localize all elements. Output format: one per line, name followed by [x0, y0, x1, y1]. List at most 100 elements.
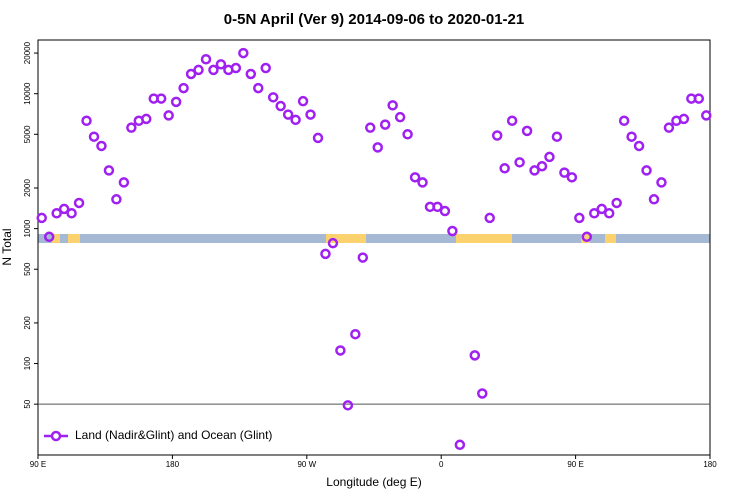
data-point [566, 172, 578, 183]
legend-swatch-marker [50, 430, 62, 442]
data-point [439, 205, 451, 217]
data-point [432, 201, 443, 213]
data-point [81, 115, 92, 127]
data-point [275, 100, 286, 112]
data-point [641, 165, 652, 176]
data-point [320, 248, 331, 260]
data-point [499, 163, 510, 174]
data-point [589, 207, 600, 219]
plot-frame [37, 39, 711, 456]
data-point [327, 237, 339, 249]
data-point [581, 231, 593, 243]
data-point [678, 113, 690, 125]
data-point [267, 92, 279, 103]
data-point [66, 207, 77, 219]
y-tick-label: 20000 [23, 41, 32, 64]
data-point [193, 64, 204, 76]
data-point [342, 400, 354, 411]
y-tick-label: 500 [23, 262, 32, 276]
data-point [633, 140, 645, 152]
data-point [596, 203, 607, 215]
data-point [477, 388, 488, 399]
data-point [379, 119, 391, 130]
data-point [111, 194, 122, 205]
data-point [693, 93, 705, 104]
y-tick-label: 2000 [23, 179, 32, 197]
data-point [118, 177, 130, 188]
data-point [103, 165, 115, 176]
data-point [372, 142, 383, 153]
data-point [365, 122, 376, 133]
surface-band [38, 234, 710, 243]
x-tick-label: 90 E [567, 460, 583, 469]
data-point [238, 47, 249, 59]
y-tick-label: 10000 [23, 82, 32, 105]
data-point [551, 131, 563, 142]
data-point [178, 82, 189, 94]
data-point [394, 111, 406, 123]
data-point [514, 157, 525, 168]
data-point [141, 113, 152, 125]
data-point [559, 167, 570, 178]
x-tick-label: 180 [166, 460, 180, 469]
data-point [536, 160, 548, 172]
data-point [417, 177, 428, 188]
data-point [402, 129, 413, 140]
data-point [58, 203, 70, 215]
data-point [43, 231, 55, 243]
data-point [350, 328, 361, 340]
data-point [544, 151, 555, 163]
x-tick-label: 90 E [30, 460, 46, 469]
data-point [96, 140, 107, 152]
data-point [185, 68, 197, 80]
y-tick-label: 200 [23, 316, 32, 330]
data-point [529, 165, 540, 176]
data-point [447, 225, 458, 237]
data-point [170, 96, 182, 108]
data-point [297, 95, 309, 107]
chart-title: 0-5N April (Ver 9) 2014-09-06 to 2020-01… [224, 11, 524, 28]
data-point [357, 252, 369, 263]
x-axis-label: Longitude (deg E) [326, 475, 421, 489]
x-tick-label: 90 W [297, 460, 316, 469]
legend-label: Land (Nadir&Glint) and Ocean (Glint) [75, 428, 272, 442]
data-point [245, 68, 257, 80]
data-point [163, 110, 174, 121]
data-point [312, 132, 324, 144]
data-point [663, 122, 675, 133]
data-point [73, 197, 85, 209]
data-point [484, 212, 495, 224]
data-point [506, 115, 518, 127]
data-point [260, 62, 271, 74]
data-point [36, 212, 47, 224]
y-tick-label: 50 [23, 399, 32, 408]
data-point [155, 93, 167, 104]
data-point [409, 172, 421, 183]
data-point [603, 207, 615, 219]
data-point [656, 177, 667, 188]
data-point [51, 207, 62, 219]
x-tick-label: 180 [703, 460, 717, 469]
data-point [387, 100, 398, 111]
data-point [88, 131, 100, 142]
data-point [305, 109, 316, 120]
data-point [648, 194, 660, 205]
y-tick-label: 1000 [23, 219, 32, 237]
data-point [626, 131, 637, 142]
y-tick-label: 100 [23, 356, 32, 370]
data-point [290, 114, 301, 126]
x-tick-label: 0 [439, 460, 444, 469]
data-point [611, 197, 622, 209]
data-point [215, 59, 227, 70]
data-point [574, 212, 585, 224]
data-point [126, 122, 137, 133]
data-point [491, 130, 503, 141]
data-point [282, 109, 294, 120]
data-point [454, 439, 466, 451]
data-point [208, 64, 219, 76]
data-point [701, 110, 712, 121]
y-axis-label: N Total [0, 228, 14, 265]
data-point [469, 350, 481, 361]
data-point [618, 115, 630, 127]
